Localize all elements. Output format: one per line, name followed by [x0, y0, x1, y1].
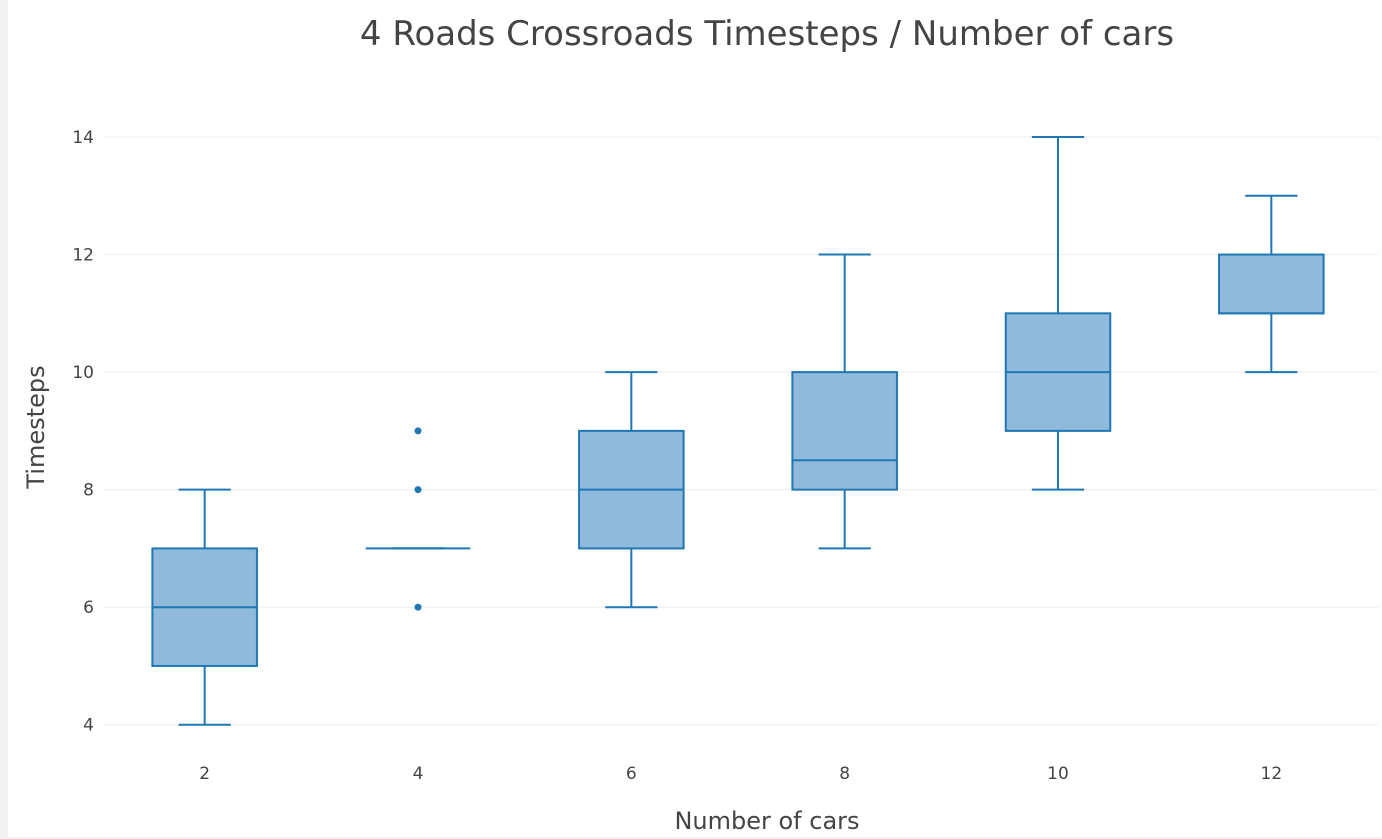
iqr-box	[791, 371, 898, 491]
x-tick-label: 12	[1261, 764, 1283, 784]
box-series	[151, 136, 1325, 726]
y-axis-ticks: 4 6 8 10 12 14	[72, 128, 94, 736]
outlier-point	[414, 427, 422, 435]
outlier-point	[414, 486, 422, 494]
iqr-box	[1218, 253, 1325, 315]
x-axis-title: Number of cars	[674, 807, 859, 835]
box-6	[578, 371, 685, 609]
chart-title: 4 Roads Crossroads Timesteps / Number of…	[360, 14, 1174, 54]
x-tick-label: 4	[413, 764, 424, 784]
x-tick-label: 10	[1047, 764, 1069, 784]
box-12	[1218, 194, 1325, 374]
y-tick-label: 10	[72, 363, 94, 383]
y-tick-label: 14	[72, 128, 94, 148]
y-tick-label: 8	[83, 481, 94, 501]
box-10	[1004, 136, 1112, 491]
gridlines	[103, 136, 1378, 726]
x-tick-label: 6	[626, 764, 637, 784]
x-axis-ticks: 2 4 6 8 10 12	[199, 764, 1282, 784]
y-tick-label: 6	[83, 598, 94, 618]
x-tick-label: 2	[199, 764, 210, 784]
y-tick-label: 12	[72, 246, 94, 266]
y-tick-label: 4	[83, 716, 94, 736]
box-plot-chart: 4 Roads Crossroads Timesteps / Number of…	[22, 14, 1378, 835]
outlier-point	[414, 603, 422, 611]
x-tick-label: 8	[839, 764, 850, 784]
box-2	[151, 488, 258, 726]
box-8	[791, 253, 898, 550]
y-axis-title: Timesteps	[22, 365, 50, 489]
box-4	[365, 427, 471, 611]
